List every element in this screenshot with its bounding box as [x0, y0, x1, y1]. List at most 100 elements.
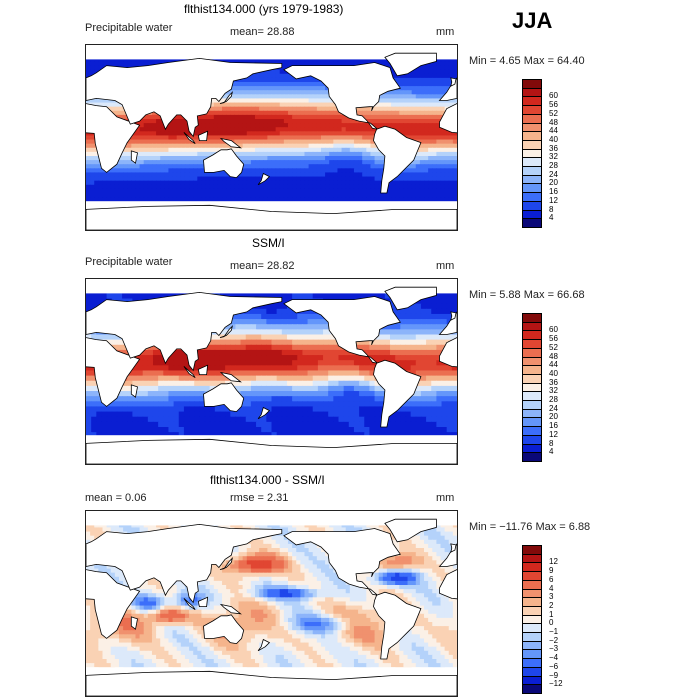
field-cell: [341, 61, 347, 67]
field-cell: [307, 349, 314, 356]
field-cell: [452, 61, 457, 67]
field-cell: [151, 180, 157, 186]
field-cell: [106, 176, 112, 182]
field-cell: [135, 184, 141, 190]
field-cell: [391, 197, 396, 202]
field-cell: [432, 147, 437, 153]
field-cell: [205, 147, 211, 153]
field-cell: [411, 193, 417, 198]
field-cell: [250, 119, 256, 124]
field-cell: [395, 197, 400, 202]
field-cell: [382, 98, 388, 104]
field-cell: [428, 164, 433, 169]
field-cell: [304, 106, 310, 112]
field-cell: [287, 86, 293, 91]
field-cell: [424, 98, 429, 104]
field-cell: [276, 303, 283, 310]
field-cell: [419, 98, 425, 104]
field-cell: [147, 355, 154, 361]
field-cell: [424, 102, 429, 108]
field-cell: [275, 131, 281, 137]
field-cell: [411, 188, 417, 194]
field-cell: [286, 339, 293, 346]
field-cell: [263, 143, 268, 149]
field-cell: [279, 119, 285, 124]
field-cell: [279, 151, 285, 157]
field-cell: [440, 82, 446, 87]
field-cell: [403, 131, 409, 137]
field-cell: [234, 90, 240, 95]
field-cell: [452, 168, 457, 174]
field-cell: [374, 123, 380, 128]
field-cell: [147, 156, 153, 161]
field-cell: [431, 298, 437, 305]
field-cell: [176, 147, 182, 153]
field-cell: [164, 184, 170, 190]
field-cell: [255, 90, 260, 95]
field-cell: [267, 193, 273, 198]
field-cell: [431, 339, 437, 346]
field-cell: [127, 184, 132, 190]
field-cell: [343, 293, 350, 300]
field-cell: [399, 94, 405, 100]
field-cell: [283, 151, 289, 157]
field-cell: [168, 188, 174, 194]
field-cell: [415, 168, 421, 174]
field-cell: [281, 293, 288, 300]
field-cell: [333, 184, 339, 190]
field-cell: [255, 135, 260, 141]
field-cell: [428, 114, 433, 120]
field-cell: [143, 57, 149, 63]
field-cell: [424, 114, 429, 120]
field-cell: [370, 139, 376, 145]
field-cell: [370, 164, 376, 169]
field-cell: [102, 61, 108, 67]
field-cell: [279, 172, 285, 178]
field-cell: [135, 61, 141, 67]
field-cell: [287, 61, 293, 67]
continent-indonesia2: [197, 130, 209, 141]
field-cell: [345, 188, 351, 194]
field-cell: [90, 156, 95, 161]
field-cell: [246, 123, 252, 128]
field-cell: [180, 180, 186, 186]
field-cell: [297, 339, 304, 346]
field-cell: [419, 139, 425, 145]
field-cell: [263, 147, 268, 153]
field-cell: [440, 176, 446, 182]
colorbar-tick-label: 20: [549, 178, 558, 188]
field-cell: [428, 82, 433, 87]
field-cell: [325, 147, 330, 153]
field-cell: [184, 139, 190, 145]
colorbar-swatch: [522, 148, 542, 159]
field-cell: [209, 172, 215, 178]
field-cell: [234, 119, 240, 124]
field-cell: [180, 184, 186, 190]
field-cell: [230, 106, 235, 112]
field-cell: [304, 123, 310, 128]
field-cell: [160, 184, 165, 190]
field-cell: [147, 168, 153, 174]
field-cell: [86, 164, 91, 169]
field-cell: [432, 168, 437, 174]
field-cell: [292, 86, 297, 91]
field-cell: [374, 197, 380, 202]
field-cell: [292, 90, 297, 95]
field-cell: [333, 172, 339, 178]
field-cell: [234, 197, 240, 202]
field-cell: [370, 160, 376, 165]
field-cell: [217, 184, 223, 190]
field-cell: [415, 188, 421, 194]
field-cell: [308, 139, 314, 145]
field-cell: [292, 193, 297, 198]
field-cell: [353, 184, 359, 190]
field-cell: [245, 339, 252, 346]
field-cell: [275, 119, 281, 124]
field-cell: [341, 156, 347, 161]
field-cell: [197, 160, 203, 165]
field-cell: [316, 86, 322, 91]
field-cell: [246, 127, 252, 132]
field-cell: [320, 147, 326, 153]
field-cell: [255, 168, 260, 174]
field-cell: [329, 193, 334, 198]
